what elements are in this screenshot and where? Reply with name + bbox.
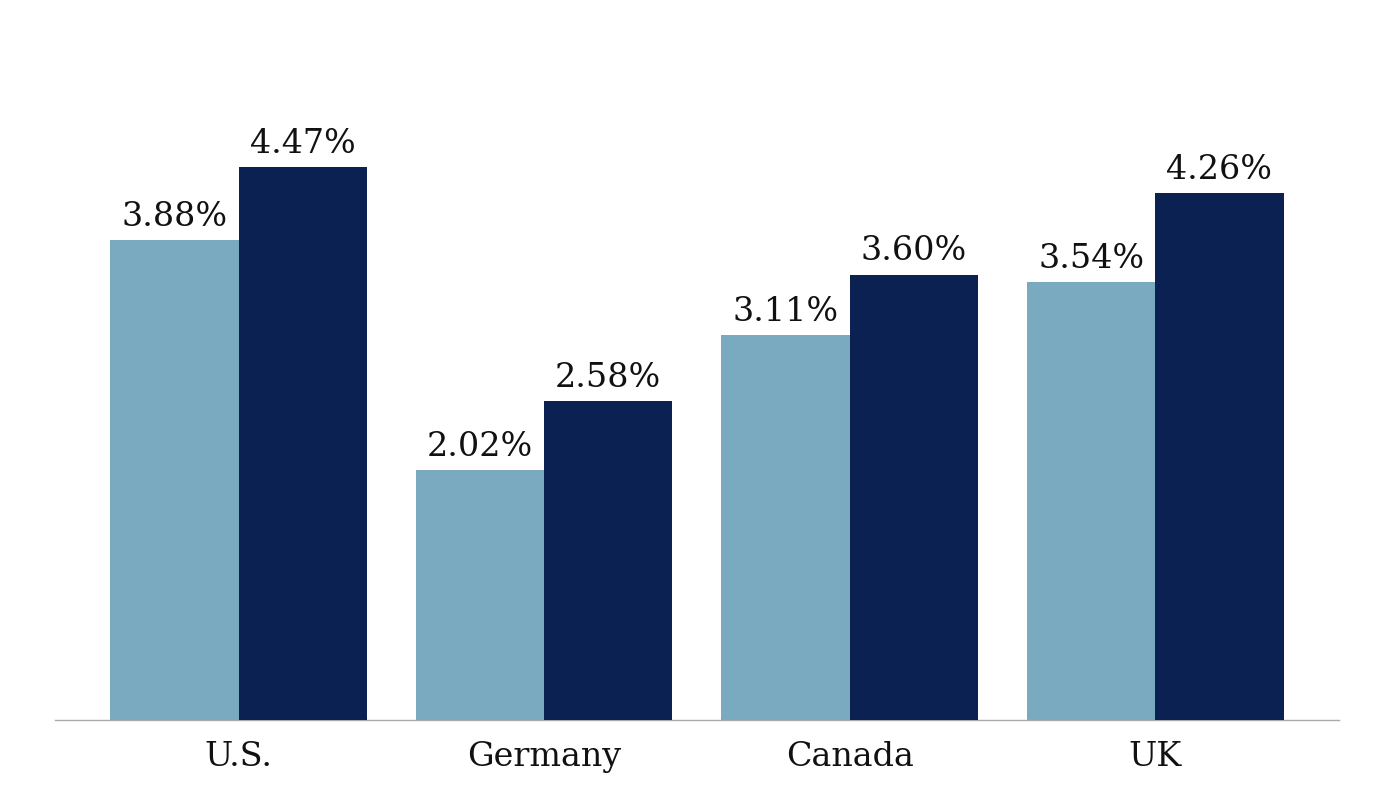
Bar bbox=[239, 167, 367, 720]
Bar bbox=[1027, 282, 1155, 720]
Text: 3.54%: 3.54% bbox=[1038, 243, 1144, 275]
Bar bbox=[110, 240, 239, 720]
Bar bbox=[850, 275, 978, 720]
Bar bbox=[544, 401, 672, 720]
Bar bbox=[415, 470, 544, 720]
Text: 2.58%: 2.58% bbox=[555, 362, 661, 394]
Bar bbox=[722, 335, 850, 720]
Text: 4.26%: 4.26% bbox=[1166, 154, 1272, 186]
Text: 3.11%: 3.11% bbox=[733, 296, 839, 328]
Bar bbox=[1155, 194, 1283, 720]
Text: 2.02%: 2.02% bbox=[426, 431, 533, 463]
Text: 3.60%: 3.60% bbox=[861, 235, 967, 267]
Text: 4.47%: 4.47% bbox=[250, 128, 356, 160]
Text: 3.88%: 3.88% bbox=[121, 201, 228, 233]
